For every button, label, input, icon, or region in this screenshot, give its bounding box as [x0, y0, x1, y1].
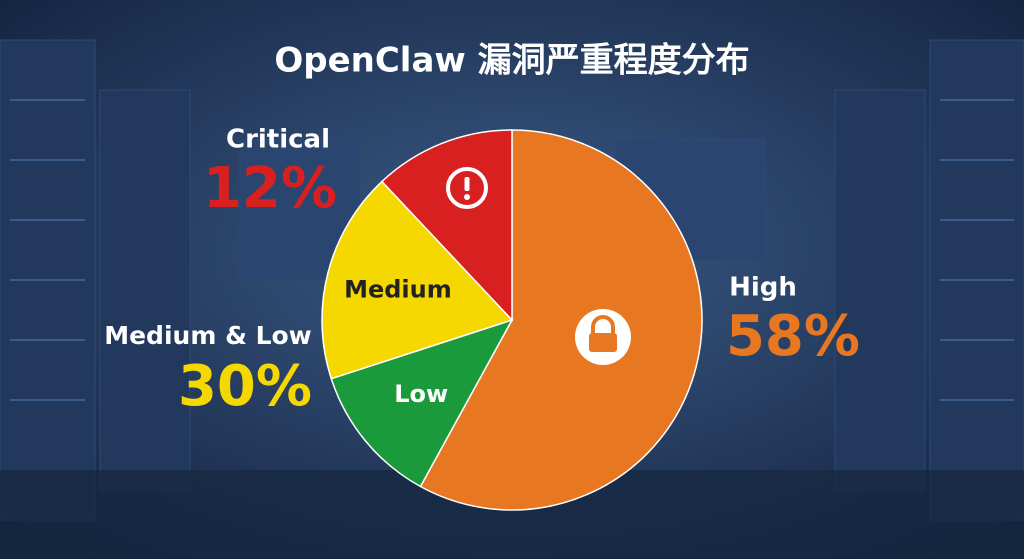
alert-icon	[446, 167, 488, 209]
callout-value: 58%	[726, 304, 860, 369]
pie-slice	[330, 318, 514, 488]
callout-label: Critical	[226, 125, 330, 155]
pie-slice	[380, 129, 513, 322]
slice-label: Medium	[344, 276, 452, 304]
lock-icon	[575, 309, 631, 365]
pie-slice	[419, 129, 703, 511]
group-label: Medium & Low	[104, 321, 312, 350]
callout-value: 12%	[203, 156, 337, 221]
slice-label: Low	[394, 380, 448, 408]
pie-slice	[321, 180, 514, 380]
group-value: 30%	[178, 354, 312, 419]
pie: Low Medium	[321, 129, 703, 511]
rack-slots	[10, 99, 1014, 401]
chart-title: OpenClaw 漏洞严重程度分布	[274, 41, 749, 81]
callout-label: High	[729, 273, 797, 303]
